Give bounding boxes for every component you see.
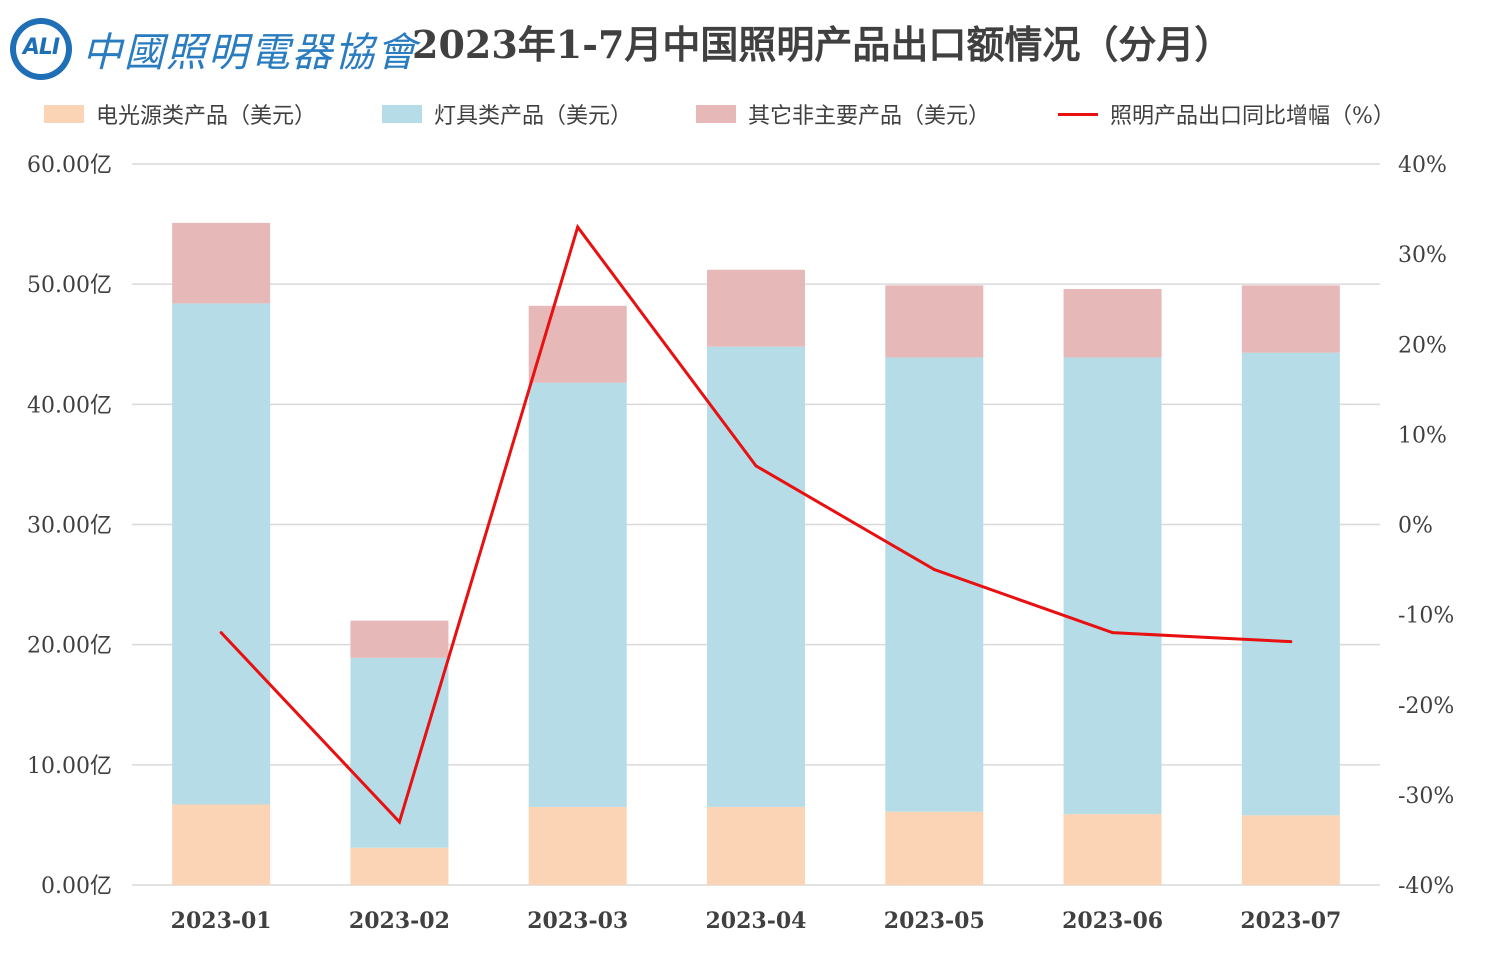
bar-luminaire (350, 657, 449, 848)
legend: 电光源类产品（美元） 灯具类产品（美元） 其它非主要产品（美元） 照明产品出口同… (0, 96, 1485, 132)
y-right-tick-label: 40% (1398, 153, 1447, 178)
legend-swatch-light-source (44, 105, 84, 123)
y-right-tick-label: 0% (1398, 514, 1433, 539)
y-right-tick-label: -40% (1398, 874, 1454, 899)
y-right-tick-label: -10% (1398, 604, 1454, 629)
x-tick-label: 2023-03 (527, 908, 628, 934)
bar-luminaire (707, 346, 805, 807)
y-left-tick-label: 10.00亿 (27, 754, 112, 779)
logo: ALI 中國照明電器協會 (8, 14, 416, 80)
bar-light-source (885, 811, 984, 885)
bar-luminaire (1063, 357, 1162, 815)
legend-label-light-source: 电光源类产品（美元） (96, 104, 317, 129)
x-tick-label: 2023-07 (1240, 908, 1341, 934)
y-left-tick-label: 0.00亿 (41, 874, 112, 899)
bar-light-source (172, 804, 271, 885)
bar-light-source (1063, 814, 1162, 885)
y-right-tick-label: 10% (1398, 423, 1447, 448)
bar-light-source (528, 806, 627, 885)
legend-swatch-luminaire (382, 105, 422, 123)
x-tick-label: 2023-01 (171, 908, 272, 934)
legend-line-yoy (1058, 112, 1098, 116)
legend-item-yoy: 照明产品出口同比增幅（%） (1058, 96, 1395, 132)
bar-luminaire (528, 382, 627, 807)
legend-item-other: 其它非主要产品（美元） (696, 96, 990, 132)
y-left-tick-label: 60.00亿 (27, 153, 112, 178)
y-left-tick-label: 40.00亿 (27, 393, 112, 418)
y-right-tick-label: 20% (1398, 333, 1447, 358)
legend-label-luminaire: 灯具类产品（美元） (434, 104, 633, 129)
bar-light-source (707, 806, 805, 885)
legend-label-yoy: 照明产品出口同比增幅（%） (1110, 104, 1395, 129)
x-tick-label: 2023-02 (349, 908, 450, 934)
yoy-point (754, 464, 758, 468)
y-right-tick-label: 30% (1398, 243, 1447, 268)
logo-name: 中國照明電器協會 (82, 30, 418, 76)
bar-luminaire (1241, 352, 1340, 816)
y-right-tick-label: -30% (1398, 784, 1454, 809)
bar-luminaire (172, 303, 271, 805)
logo-mark-text: ALI (22, 35, 60, 60)
x-tick-label: 2023-05 (884, 908, 985, 934)
y-left-tick-label: 50.00亿 (27, 273, 112, 298)
bar-other (1241, 285, 1340, 353)
y-left-tick-label: 20.00亿 (27, 634, 112, 659)
bar-light-source (1241, 815, 1340, 885)
yoy-point (1111, 631, 1115, 635)
bar-other (350, 620, 449, 658)
yoy-point (576, 225, 580, 229)
bar-luminaire (885, 357, 984, 812)
yoy-point (932, 568, 936, 572)
x-tick-label: 2023-06 (1062, 908, 1163, 934)
bar-light-source (350, 847, 449, 885)
bar-other (172, 222, 271, 304)
legend-swatch-other (696, 105, 736, 123)
logo-mark: ALI (10, 18, 72, 80)
bar-other (1063, 288, 1162, 358)
yoy-point (397, 820, 401, 824)
yoy-point (1289, 640, 1293, 644)
x-tick-label: 2023-04 (706, 908, 807, 934)
legend-item-luminaire: 灯具类产品（美元） (382, 96, 632, 132)
y-right-tick-label: -20% (1398, 694, 1454, 719)
legend-label-other: 其它非主要产品（美元） (748, 104, 991, 129)
bar-other (885, 285, 984, 358)
yoy-point (219, 631, 223, 635)
chart-title: 2023年1-7月中国照明产品出口额情况（分月） (412, 22, 1233, 67)
y-left-tick-label: 30.00亿 (27, 514, 112, 539)
bar-other (528, 305, 627, 383)
legend-item-light-source: 电光源类产品（美元） (44, 96, 316, 132)
bar-other (707, 269, 805, 347)
